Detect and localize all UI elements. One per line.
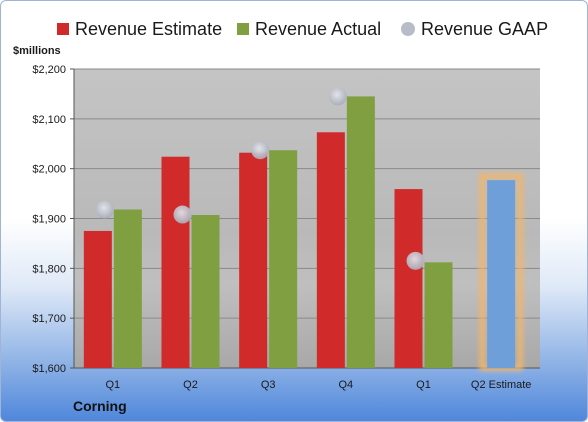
x-tick-label: Q2 — [183, 379, 198, 391]
y-tick-label: $1,600 — [32, 363, 66, 375]
bar-revenue-actual — [424, 262, 453, 368]
legend: Revenue Estimate Revenue Actual Revenue GA… — [1, 15, 587, 43]
legend-item-revenue-estimate: Revenue Estimate — [57, 15, 222, 43]
y-tick-label: $2,100 — [32, 114, 66, 126]
legend-label: Revenue Actual — [255, 18, 382, 39]
bar-revenue-estimate — [239, 152, 268, 368]
bar-q2-estimate — [487, 180, 516, 368]
x-tick-label: Q3 — [261, 379, 276, 391]
legend-item-revenue-gaap: Revenue GAAP — [401, 15, 548, 43]
legend-label: Revenue GAAP — [421, 18, 549, 39]
point-revenue-gaap — [328, 87, 347, 106]
y-tick-label: $1,900 — [32, 214, 66, 226]
legend-swatch — [401, 22, 415, 36]
x-tick-label: Q1 — [105, 379, 120, 391]
units-label: $millions — [13, 45, 61, 57]
legend-swatch — [237, 23, 249, 35]
bar-revenue-estimate — [83, 230, 112, 368]
y-tick-label: $1,700 — [32, 313, 66, 325]
legend-label: Revenue Estimate — [75, 18, 223, 39]
y-tick-label: $2,200 — [32, 64, 66, 76]
x-tick-label: Q2 Estimate — [471, 379, 532, 391]
legend-swatch — [57, 23, 69, 35]
point-revenue-gaap — [173, 205, 192, 224]
legend-item-revenue-actual: Revenue Actual — [237, 15, 381, 43]
bar-revenue-actual — [113, 209, 142, 368]
bar-revenue-estimate — [161, 156, 190, 368]
bar-revenue-estimate — [394, 189, 423, 368]
point-revenue-gaap — [406, 251, 425, 270]
point-revenue-gaap — [251, 141, 270, 160]
x-tick-label: Q1 — [416, 379, 431, 391]
y-tick-label: $2,000 — [32, 164, 66, 176]
bar-revenue-estimate — [316, 132, 345, 368]
bar-revenue-actual — [269, 150, 298, 368]
point-revenue-gaap — [95, 200, 114, 219]
bar-revenue-actual — [346, 96, 375, 369]
company-name: Corning — [73, 398, 127, 414]
y-tick-label: $1,800 — [32, 263, 66, 275]
bar-revenue-actual — [191, 215, 220, 368]
x-tick-label: Q4 — [338, 379, 353, 391]
